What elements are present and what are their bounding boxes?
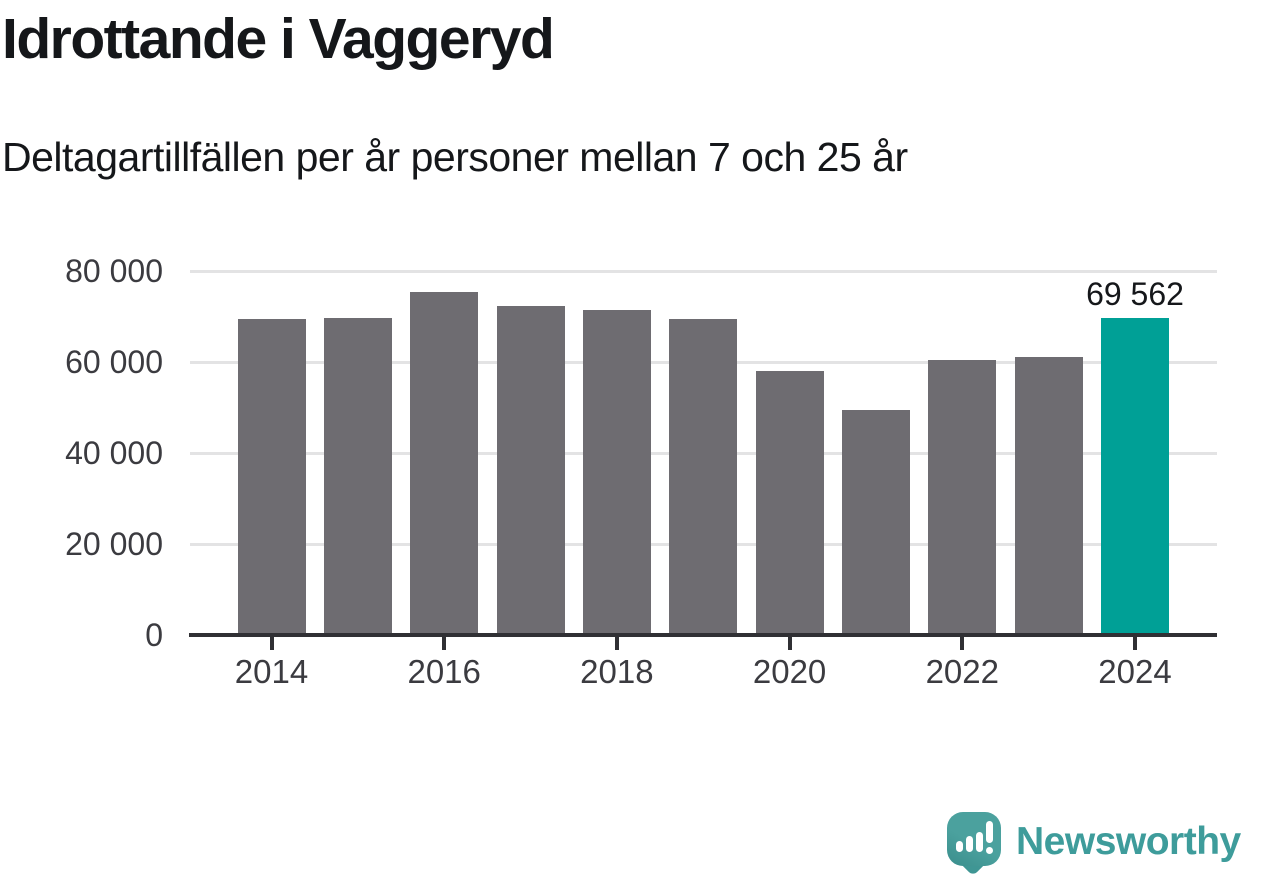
chart-subtitle: Deltagartillfällen per år personer mella… bbox=[2, 134, 908, 180]
bar-2023 bbox=[1014, 356, 1083, 635]
gridline bbox=[190, 269, 1217, 273]
highlight-value-label: 69 562 bbox=[1086, 276, 1184, 313]
bar-chart-plot-area: 0 20 000 40 000 60 000 80 000 2014 2016 2018 202… bbox=[0, 250, 1262, 710]
x-axis-tick-label: 2016 bbox=[407, 653, 481, 690]
x-axis-tick-label: 2014 bbox=[234, 653, 309, 690]
x-axis-line bbox=[189, 633, 1217, 637]
brand-wordmark: Newsworthy bbox=[1016, 820, 1241, 863]
chart-title: Idrottande i Vaggeryd bbox=[2, 7, 555, 71]
bar-2016 bbox=[410, 291, 479, 635]
logo-mini-bar-icon bbox=[956, 841, 963, 852]
x-axis-tick-label: 2018 bbox=[580, 653, 654, 690]
x-axis-tick bbox=[614, 637, 619, 650]
x-axis-tick bbox=[1133, 637, 1137, 650]
logo-exclamation-icon bbox=[986, 821, 993, 843]
x-axis-tick bbox=[787, 637, 792, 650]
logo-mini-bar-icon bbox=[976, 832, 983, 852]
y-axis-tick-label: 20 000 bbox=[65, 526, 163, 562]
newsworthy-logo-icon bbox=[947, 812, 1001, 879]
bar-2022 bbox=[928, 360, 997, 635]
x-axis-tick bbox=[960, 637, 965, 650]
y-axis-tick-label: 0 bbox=[145, 617, 163, 653]
y-axis-tick-label: 80 000 bbox=[65, 253, 163, 289]
bar-2024 bbox=[1101, 318, 1169, 635]
brand-footer: Newsworthy bbox=[0, 806, 1262, 879]
bar-2019 bbox=[669, 318, 738, 635]
y-axis-tick-label: 40 000 bbox=[65, 435, 163, 471]
x-axis-tick bbox=[442, 637, 447, 650]
bar-2018 bbox=[582, 310, 651, 635]
x-axis-tick-label: 2022 bbox=[925, 653, 999, 690]
x-axis-tick bbox=[269, 637, 274, 650]
bar-2021 bbox=[841, 409, 910, 635]
y-axis-tick-label: 60 000 bbox=[65, 344, 163, 380]
bar-2015 bbox=[323, 317, 392, 635]
x-axis-tick-label: 2024 bbox=[1098, 653, 1172, 690]
x-axis-tick-label: 2020 bbox=[752, 653, 827, 690]
logo-mini-bar-icon bbox=[966, 836, 973, 852]
bar-2017 bbox=[496, 306, 565, 635]
bar-2014 bbox=[237, 318, 306, 635]
logo-exclamation-dot-icon bbox=[986, 847, 993, 854]
bar-2020 bbox=[755, 371, 824, 635]
